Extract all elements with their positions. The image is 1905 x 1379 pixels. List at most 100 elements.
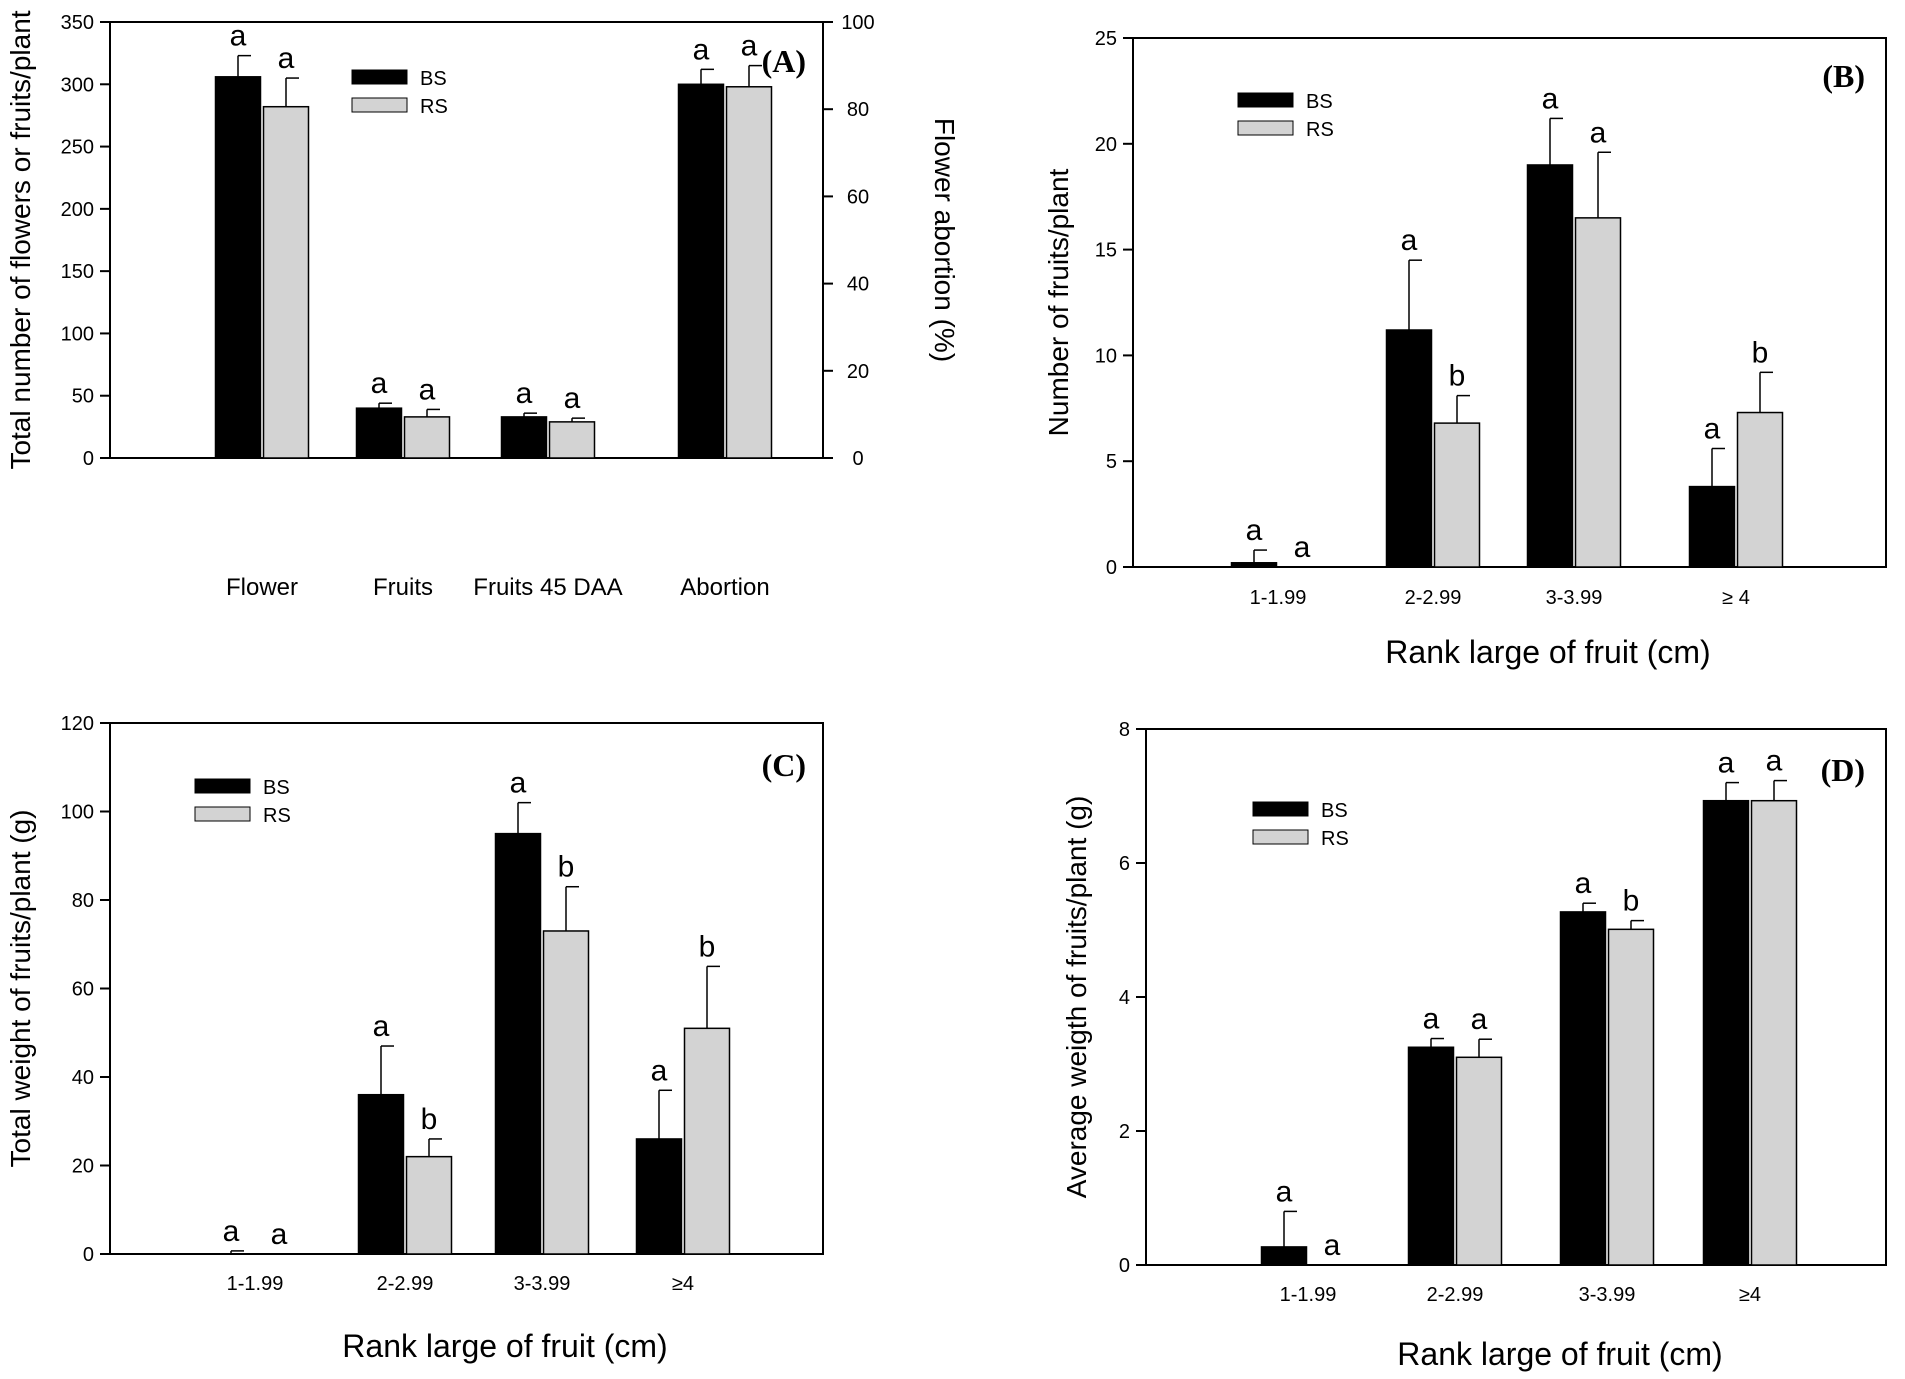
significance-letter: a (510, 767, 527, 800)
y-axis-title: Total number of flowers or fruits/plant (5, 10, 36, 469)
significance-letter: a (1704, 413, 1721, 446)
category-label: 2-2.99 (377, 1273, 434, 1295)
category-label: Flower (226, 574, 298, 601)
bar-rs (1607, 928, 1655, 1266)
category-label: Fruits (373, 574, 433, 601)
legend-swatch-bs (194, 778, 251, 794)
y-axis-title: Number of fruits/plant (1043, 168, 1074, 436)
bar-rs (1433, 422, 1481, 568)
y2-tick-label: 80 (847, 99, 869, 121)
bar-rs (725, 86, 773, 459)
legend-swatch-rs (1237, 120, 1294, 136)
bar-bs (1526, 164, 1574, 568)
bar-bs (1260, 1246, 1308, 1266)
legend-label-bs: BS (420, 68, 447, 90)
significance-letter: a (1423, 1003, 1440, 1036)
bar-rs (1736, 411, 1784, 568)
bar-bs (1230, 562, 1278, 568)
legend-label-rs: RS (263, 805, 291, 827)
y-tick-label: 350 (61, 12, 94, 34)
legend-swatch-bs (1237, 92, 1294, 108)
bar-rs (683, 1027, 731, 1255)
bar-bs (494, 832, 542, 1255)
bar-rs (542, 930, 590, 1255)
bar-bs (357, 1093, 405, 1255)
y-tick-label: 25 (1095, 28, 1117, 50)
significance-letter: a (1718, 747, 1735, 780)
significance-letter: b (558, 851, 575, 884)
bar-bs (635, 1138, 683, 1255)
y-tick-label: 2 (1119, 1121, 1130, 1143)
significance-letter: b (1752, 336, 1769, 369)
bar-bs (1559, 911, 1607, 1266)
significance-letter: a (1542, 82, 1559, 115)
y2-tick-label: 60 (847, 186, 869, 208)
significance-letter: a (651, 1054, 668, 1087)
y-axis-title: Total weight of fruits/plant (g) (5, 810, 36, 1168)
significance-letter: b (421, 1103, 438, 1136)
significance-letter: b (699, 930, 716, 963)
panel-label: (D) (1821, 752, 1865, 788)
significance-letter: b (1449, 360, 1466, 393)
y-tick-label: 40 (72, 1067, 94, 1089)
bar-bs (1385, 329, 1433, 568)
significance-letter: a (1471, 1003, 1488, 1036)
significance-letter: a (741, 30, 758, 63)
y-tick-label: 100 (61, 323, 94, 345)
bar-bs (1688, 485, 1736, 568)
legend-label-rs: RS (420, 96, 448, 118)
y-tick-label: 4 (1119, 987, 1130, 1009)
category-label: 3-3.99 (514, 1273, 571, 1295)
y-tick-label: 150 (61, 261, 94, 283)
bar-bs (1702, 799, 1750, 1266)
significance-letter: a (564, 382, 581, 415)
y-tick-label: 8 (1119, 719, 1130, 741)
significance-letter: a (271, 1218, 288, 1251)
y-tick-label: 15 (1095, 240, 1117, 262)
x-axis-title: Rank large of fruit (cm) (1397, 1336, 1722, 1372)
y2-tick-label: 0 (852, 448, 863, 470)
legend-label-rs: RS (1321, 828, 1349, 850)
bar-rs (403, 416, 451, 459)
significance-letter: a (1324, 1229, 1341, 1262)
significance-letter: a (516, 377, 533, 410)
significance-letter: a (1575, 867, 1592, 900)
legend-swatch-rs (1252, 829, 1309, 845)
bar-rs (1574, 217, 1622, 568)
significance-letter: a (1590, 116, 1607, 149)
plot-frame (1132, 37, 1887, 568)
plot-frame (109, 21, 824, 459)
y-tick-label: 20 (1095, 134, 1117, 156)
bar-bs (355, 407, 403, 459)
category-label: 1-1.99 (1280, 1284, 1337, 1306)
significance-letter: a (1401, 224, 1418, 257)
legend-swatch-bs (351, 69, 408, 85)
y-tick-label: 0 (1106, 557, 1117, 579)
x-axis-title: Rank large of fruit (cm) (342, 1328, 667, 1364)
bar-bs (214, 76, 262, 459)
bar-rs (1455, 1056, 1503, 1266)
y-tick-label: 0 (1119, 1255, 1130, 1277)
x-axis-title: Rank large of fruit (cm) (1385, 634, 1710, 670)
bar-rs (1750, 799, 1798, 1266)
significance-letter: a (419, 373, 436, 406)
bar-bs (677, 83, 725, 459)
y-tick-label: 100 (61, 802, 94, 824)
y2-tick-label: 100 (841, 12, 874, 34)
legend-label-bs: BS (1321, 800, 1348, 822)
category-label: ≥4 (1739, 1284, 1761, 1306)
bar-rs (405, 1155, 453, 1255)
category-label: 1-1.99 (227, 1273, 284, 1295)
legend-label-bs: BS (263, 777, 290, 799)
y2-axis-title: Flower abortion (%) (929, 118, 960, 362)
significance-letter: b (1623, 885, 1640, 918)
y2-tick-label: 40 (847, 274, 869, 296)
significance-letter: a (371, 367, 388, 400)
significance-letter: a (223, 1215, 240, 1248)
y-tick-label: 250 (61, 137, 94, 159)
y-tick-label: 10 (1095, 345, 1117, 367)
y-tick-label: 60 (72, 979, 94, 1001)
y-axis-title: Average weigth of fruits/plant (g) (1061, 796, 1092, 1199)
y-tick-label: 300 (61, 74, 94, 96)
